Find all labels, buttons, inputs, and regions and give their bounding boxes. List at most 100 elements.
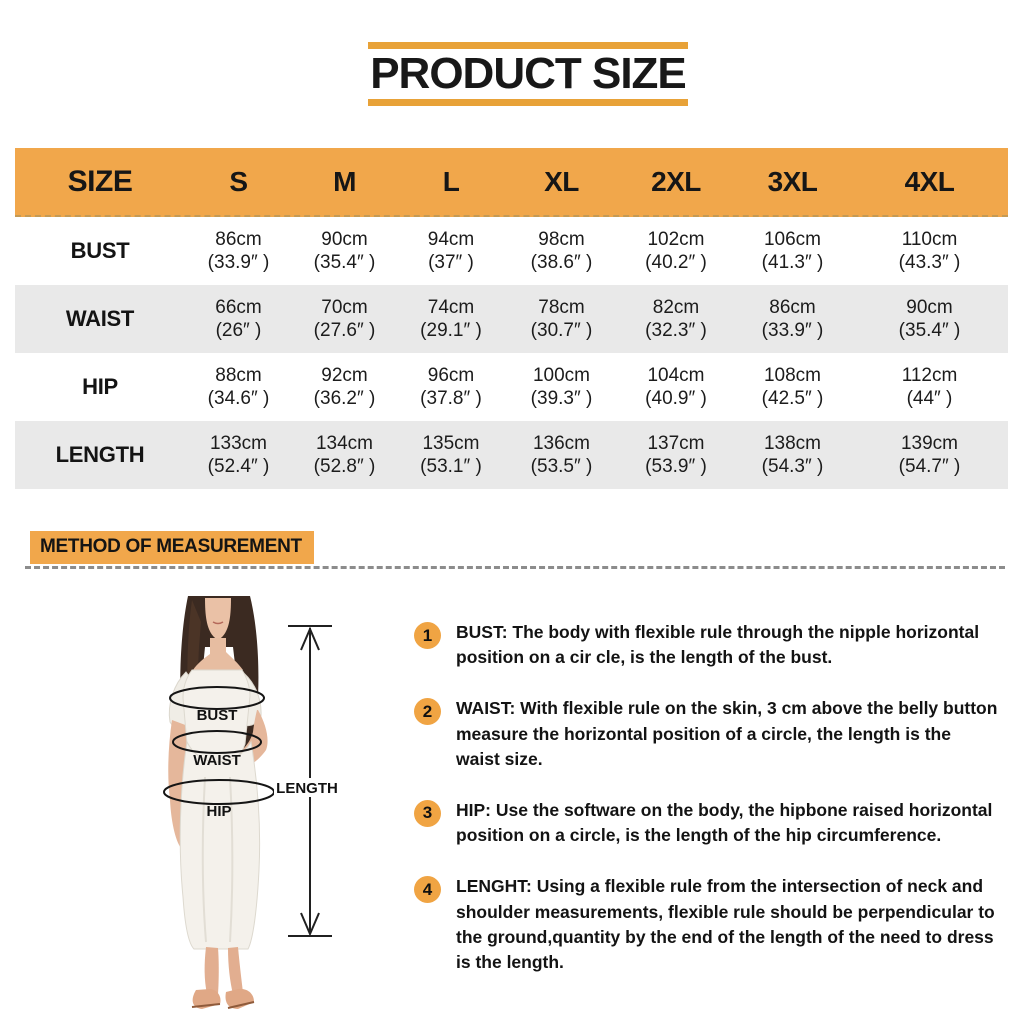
waist-label: WAIST: [193, 752, 241, 769]
cm-value: 96cm: [427, 365, 475, 386]
inch-value: (43.3″ ): [898, 252, 961, 273]
cm-value: 134cm: [315, 433, 374, 454]
figure-neck: [193, 638, 243, 670]
size-cell: 92cm (36.2″ ): [292, 364, 397, 410]
length-label: LENGTH: [276, 780, 338, 797]
size-cell: 98cm (38.6″ ): [505, 228, 618, 274]
figure-soles: [191, 1001, 255, 1009]
column-header-size: SIZE: [67, 164, 133, 198]
inch-value: (53.1″ ): [420, 456, 482, 477]
size-cell: 70cm (27.6″ ): [292, 296, 397, 342]
inch-value: (35.4″ ): [313, 252, 376, 273]
size-cell: 137cm (53.9″ ): [618, 432, 734, 478]
cm-value: 108cm: [763, 365, 822, 386]
table-row-bust: BUST 86cm (33.9″ ) 90cm (35.4″ ) 94cm (3…: [15, 217, 1008, 285]
bust-label: BUST: [197, 707, 238, 724]
inch-value: (32.3″ ): [645, 320, 707, 341]
title-bottom-bar: [368, 99, 688, 106]
inch-value: (42.5″ ): [761, 388, 824, 409]
table-header-row: SIZE S M L XL 2XL 3XL 4XL: [15, 148, 1008, 217]
dashed-separator: [25, 566, 1005, 569]
cm-value: 104cm: [647, 365, 705, 386]
inch-value: (30.7″ ): [530, 320, 593, 341]
title-top-bar: [368, 42, 688, 49]
cm-value: 112cm: [901, 365, 958, 386]
table-row-waist: WAIST 66cm (26″ ) 70cm (27.6″ ) 74cm (29…: [15, 285, 1008, 353]
cm-value: 135cm: [422, 433, 480, 454]
cm-value: 100cm: [532, 365, 591, 386]
inch-value: (27.6″ ): [313, 320, 376, 341]
cm-value: 86cm: [215, 229, 262, 250]
size-cell: 104cm (40.9″ ): [618, 364, 734, 410]
step-text: HIP: Use the software on the body, the h…: [456, 799, 993, 846]
method-heading: METHOD OF MEASUREMENT: [30, 531, 314, 564]
cm-value: 106cm: [763, 229, 822, 250]
inch-value: (40.2″ ): [645, 252, 707, 273]
instruction-list: 1 BUST: The body with flexible rule thro…: [414, 620, 998, 975]
size-cell: 133cm (52.4″ ): [185, 432, 292, 478]
row-label-waist: WAIST: [65, 306, 135, 331]
cm-value: 98cm: [538, 229, 585, 250]
cm-value: 137cm: [647, 433, 705, 454]
cm-value: 74cm: [427, 297, 475, 318]
size-cell: 135cm (53.1″ ): [397, 432, 505, 478]
step-number-badge: 1: [414, 622, 441, 649]
inch-value: (39.3″ ): [530, 388, 593, 409]
inch-value: (54.3″ ): [761, 456, 824, 477]
page-title: PRODUCT SIZE: [370, 49, 687, 98]
hip-label: HIP: [206, 803, 231, 820]
figure-svg: BUST WAIST HIP LENGTH: [163, 596, 340, 1009]
waist-ellipse: [172, 730, 262, 754]
size-cell: 66cm (26″ ): [185, 296, 292, 342]
cm-value: 102cm: [647, 229, 705, 250]
inch-value: (52.8″ ): [313, 456, 376, 477]
inch-value: (37″ ): [428, 252, 474, 273]
size-cell: 90cm (35.4″ ): [851, 296, 1008, 342]
figure-leg-left: [204, 947, 219, 994]
cm-value: 88cm: [215, 365, 262, 386]
size-cell: 90cm (35.4″ ): [292, 228, 397, 274]
inch-value: (37.8″ ): [420, 388, 482, 409]
step-text: LENGHT: Using a flexible rule from the i…: [456, 876, 995, 972]
inch-value: (52.4″ ): [207, 456, 270, 477]
step-text: BUST: The body with flexible rule throug…: [456, 622, 980, 668]
size-cell: 86cm (33.9″ ): [734, 296, 851, 342]
figure-skirt: [179, 740, 261, 950]
size-cell: 82cm (32.3″ ): [618, 296, 734, 342]
cm-value: 133cm: [209, 433, 268, 454]
inch-value: (53.9″ ): [645, 456, 707, 477]
size-cell: 110cm (43.3″ ): [851, 228, 1008, 274]
cm-value: 110cm: [901, 229, 958, 250]
inch-value: (34.6″ ): [207, 388, 270, 409]
inch-value: (35.4″ ): [898, 320, 961, 341]
step-text: WAIST: With flexible rule on the skin, 3…: [456, 698, 998, 769]
column-header-4xl: 4XL: [904, 165, 955, 197]
cm-value: 138cm: [763, 433, 822, 454]
column-header-l: L: [442, 165, 460, 197]
cm-value: 90cm: [906, 297, 953, 318]
figure-face: [205, 598, 231, 640]
inch-value: (40.9″ ): [645, 388, 707, 409]
cm-value: 70cm: [321, 297, 368, 318]
cm-value: 92cm: [321, 365, 368, 386]
cm-value: 86cm: [769, 297, 816, 318]
size-cell: 108cm (42.5″ ): [734, 364, 851, 410]
measurement-figure: BUST WAIST HIP LENGTH: [130, 592, 390, 1022]
inch-value: (36.2″ ): [313, 388, 376, 409]
size-cell: 96cm (37.8″ ): [397, 364, 505, 410]
cm-value: 82cm: [652, 297, 700, 318]
cm-value: 94cm: [427, 229, 475, 250]
instruction-step-bust: 1 BUST: The body with flexible rule thro…: [414, 620, 998, 670]
column-header-m: M: [333, 165, 356, 197]
inch-value: (44″ ): [906, 388, 953, 409]
column-header-xl: XL: [544, 165, 579, 197]
column-header-s: S: [229, 165, 248, 197]
size-cell: 136cm (53.5″ ): [505, 432, 618, 478]
row-label-hip: HIP: [82, 374, 118, 399]
figure-leg-right: [228, 947, 243, 994]
table-row-length: LENGTH 133cm (52.4″ ) 134cm (52.8″ ) 135…: [15, 421, 1008, 489]
instruction-step-length: 4 LENGHT: Using a flexible rule from the…: [414, 874, 998, 975]
inch-value: (33.9″ ): [207, 252, 270, 273]
cm-value: 139cm: [900, 433, 959, 454]
size-cell: 106cm (41.3″ ): [734, 228, 851, 274]
